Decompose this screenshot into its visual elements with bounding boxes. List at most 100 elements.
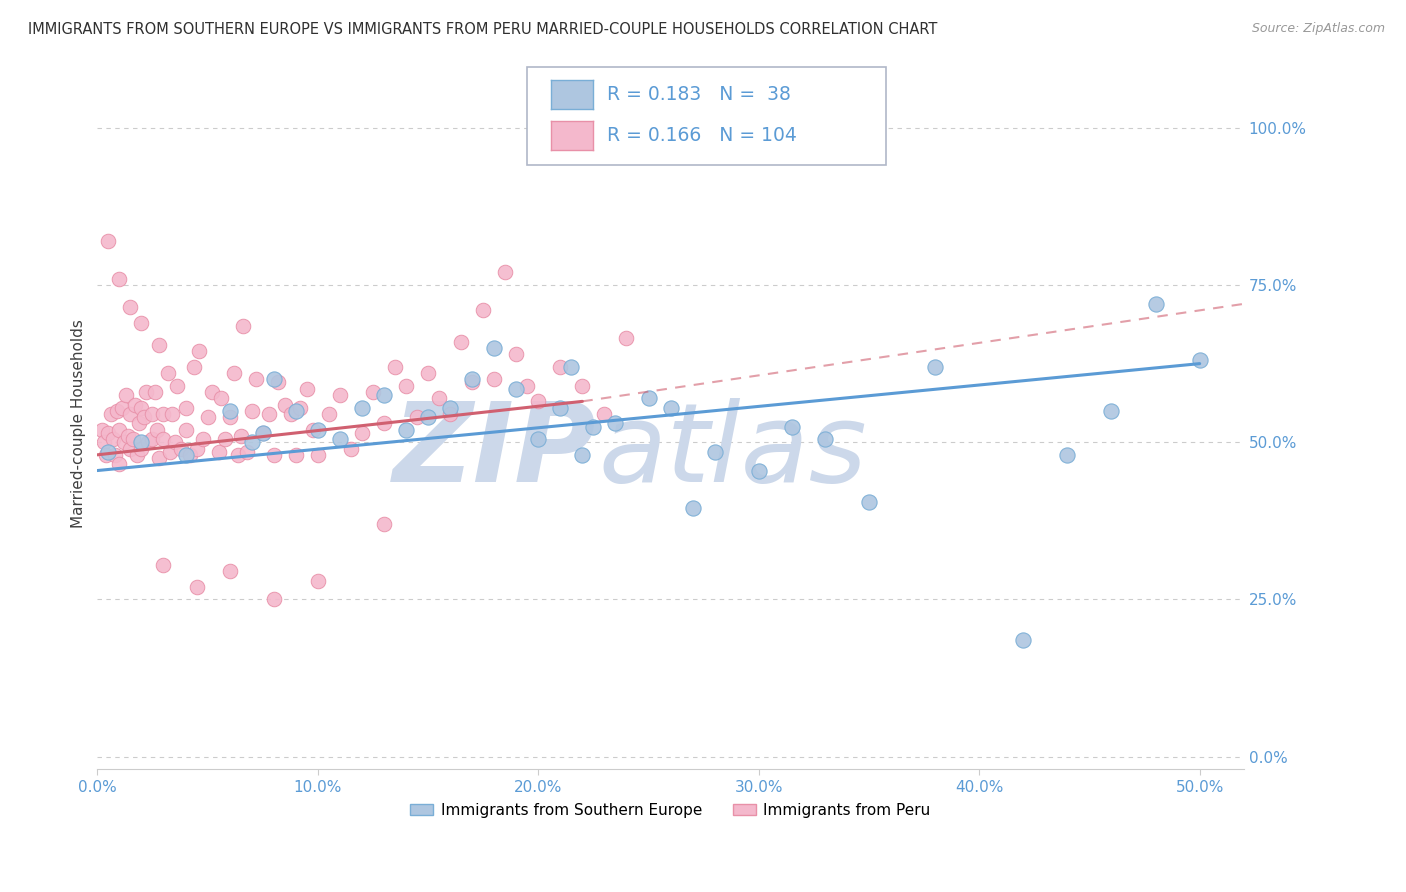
Point (560, 359, 582, 374)
Point (105, 404, 128, 418)
Point (550, 401, 572, 415)
Point (318, 407, 340, 421)
Point (218, 404, 240, 418)
Point (97, 425, 120, 440)
Point (218, 564, 240, 578)
Point (329, 388, 352, 402)
Point (97, 444, 120, 458)
Point (209, 391, 232, 405)
Point (295, 382, 318, 396)
Point (284, 404, 307, 418)
Text: R = 0.183   N =  38: R = 0.183 N = 38 (607, 85, 792, 104)
Point (197, 410, 219, 425)
Point (121, 432, 143, 446)
Point (170, 442, 193, 456)
Point (263, 592, 285, 607)
Point (259, 407, 281, 421)
Point (550, 359, 572, 374)
Point (214, 432, 236, 446)
Point (222, 366, 245, 380)
Point (141, 407, 163, 421)
Point (1012, 633, 1035, 648)
Point (131, 401, 153, 415)
Point (280, 407, 302, 421)
Point (780, 419, 803, 434)
Point (193, 432, 215, 446)
Point (924, 359, 946, 374)
Point (1188, 353, 1211, 368)
Text: R = 0.166   N = 104: R = 0.166 N = 104 (607, 126, 797, 145)
Y-axis label: Married-couple Households: Married-couple Households (72, 319, 86, 528)
Point (115, 388, 138, 402)
Point (373, 388, 395, 402)
Point (179, 448, 201, 462)
Point (659, 401, 682, 415)
Point (1101, 404, 1123, 418)
Point (395, 423, 418, 437)
Point (637, 391, 659, 405)
Point (112, 435, 135, 450)
Point (236, 444, 259, 458)
Point (482, 372, 505, 386)
Legend: Immigrants from Southern Europe, Immigrants from Peru: Immigrants from Southern Europe, Immigra… (405, 797, 936, 824)
Point (97, 234, 120, 248)
Point (527, 394, 550, 409)
Point (505, 347, 527, 361)
Point (108, 457, 131, 471)
Point (252, 425, 274, 440)
Point (361, 384, 384, 399)
Point (163, 435, 186, 450)
Point (605, 417, 627, 431)
Point (174, 423, 197, 437)
Point (373, 516, 395, 531)
Point (162, 407, 184, 421)
Point (183, 359, 205, 374)
Point (571, 378, 593, 392)
Point (406, 410, 429, 425)
Point (148, 450, 170, 465)
Point (135, 384, 157, 399)
Point (240, 404, 263, 418)
Point (267, 376, 290, 390)
Point (307, 423, 329, 437)
Point (141, 432, 163, 446)
Point (156, 366, 179, 380)
Point (93, 435, 115, 450)
Point (571, 448, 593, 462)
Point (108, 423, 131, 437)
Point (96, 448, 118, 462)
Point (228, 448, 250, 462)
Point (218, 410, 240, 425)
Point (1056, 448, 1078, 462)
Point (101, 432, 124, 446)
Point (505, 382, 527, 396)
Point (146, 423, 169, 437)
Point (120, 407, 142, 421)
Point (120, 300, 142, 314)
Point (616, 331, 638, 345)
Text: IMMIGRANTS FROM SOUTHERN EUROPE VS IMMIGRANTS FROM PERU MARRIED-COUPLE HOUSEHOLD: IMMIGRANTS FROM SOUTHERN EUROPE VS IMMIG… (28, 22, 938, 37)
Point (174, 401, 197, 415)
Point (125, 448, 148, 462)
Point (120, 442, 142, 456)
Point (494, 265, 516, 279)
Point (128, 417, 150, 431)
Point (104, 448, 127, 462)
Point (748, 464, 770, 478)
Point (593, 407, 616, 421)
Point (110, 401, 132, 415)
Point (131, 442, 153, 456)
Point (240, 435, 263, 450)
Point (148, 337, 170, 351)
Point (229, 429, 252, 443)
Point (108, 271, 131, 285)
Point (288, 401, 311, 415)
Point (252, 425, 274, 440)
Point (174, 448, 197, 462)
Point (232, 318, 254, 333)
Point (207, 444, 229, 458)
Point (373, 417, 395, 431)
Point (1144, 297, 1167, 311)
Point (201, 384, 224, 399)
Text: ZIP: ZIP (392, 398, 596, 505)
